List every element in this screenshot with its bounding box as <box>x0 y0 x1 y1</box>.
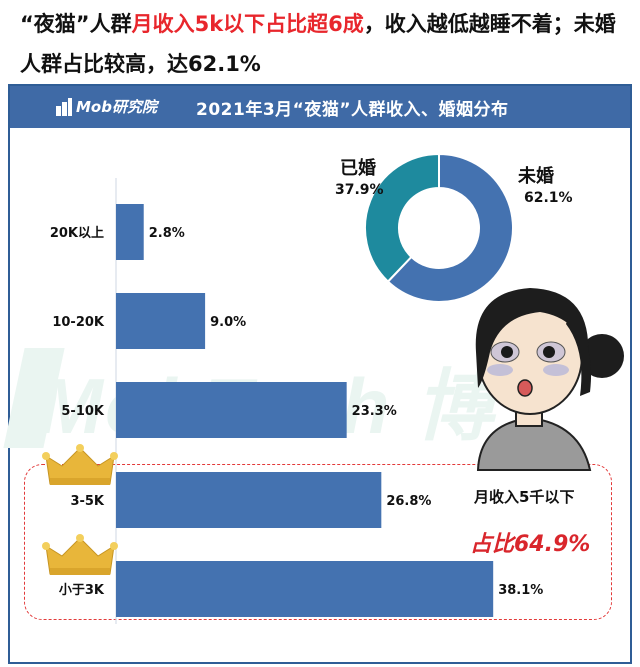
donut-slice-0 <box>364 152 440 284</box>
bar-1 <box>116 293 206 349</box>
donut-label-unmarried: 未婚 <box>518 166 554 187</box>
crown-icon <box>42 534 118 575</box>
category-label: 20K以上 <box>50 226 104 241</box>
mob-logo-icon <box>56 97 72 116</box>
donut-value-married: 37.9% <box>335 182 384 198</box>
note-percentage: 占比64.9% <box>470 532 591 557</box>
title-bar: Mob研究院 2021年3月“夜猫”人群收入、婚姻分布 <box>10 86 630 128</box>
category-label: 3-5K <box>70 494 104 509</box>
girl-icon <box>475 288 624 471</box>
bar-0 <box>116 204 144 260</box>
category-label: 10-20K <box>52 315 105 330</box>
mob-logo-text: Mob研究院 <box>76 98 157 116</box>
headline: “夜猫”人群月收入5k以下占比超6成，收入越低越睡不着；未婚人群占比较高，达62… <box>20 4 620 84</box>
bar-4 <box>116 561 494 617</box>
headline-highlight: 月收入5k以下占比超6成 <box>131 12 364 36</box>
chart-title: 2021年3月“夜猫”人群收入、婚姻分布 <box>196 100 509 120</box>
mob-logo: Mob研究院 <box>56 96 157 117</box>
value-label: 38.1% <box>498 583 543 598</box>
value-label: 9.0% <box>210 315 246 330</box>
bar-2 <box>116 382 347 438</box>
donut-label-married: 已婚 <box>340 158 376 179</box>
donut-value-unmarried: 62.1% <box>524 190 573 206</box>
donut-slice-1 <box>386 152 514 303</box>
bar-3 <box>116 472 382 528</box>
value-label: 23.3% <box>352 404 397 419</box>
value-label: 2.8% <box>149 226 185 241</box>
note-text: 月收入5千以下 <box>474 488 575 506</box>
value-label: 26.8% <box>386 494 431 509</box>
highlight-box <box>24 464 612 620</box>
headline-part1: “夜猫”人群 <box>20 12 132 36</box>
crown-icon <box>42 444 118 485</box>
category-label: 小于3K <box>59 583 105 598</box>
category-label: 5-10K <box>61 404 105 419</box>
headline-part3: ，收入越低越睡不着；未婚人群占比较高，达62.1% <box>20 12 616 76</box>
